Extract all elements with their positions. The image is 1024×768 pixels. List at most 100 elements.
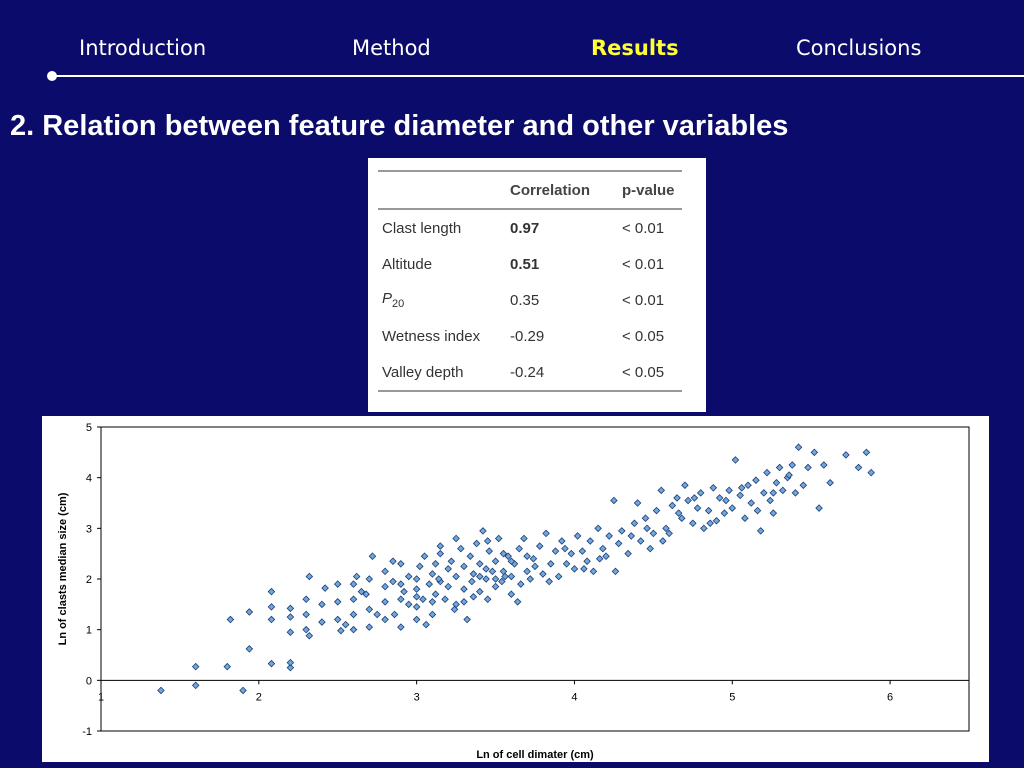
- scatter-point: [674, 509, 683, 517]
- scatter-point: [517, 580, 525, 588]
- scatter-point: [226, 615, 235, 624]
- variable-subscript: 20: [392, 298, 405, 310]
- scatter-point: [491, 575, 500, 583]
- scatter-point: [463, 615, 471, 624]
- scatter-point: [794, 443, 803, 452]
- scatter-point: [810, 448, 819, 457]
- scatter-point: [321, 584, 329, 592]
- scatter-point: [681, 481, 689, 490]
- scatter-point: [434, 575, 443, 583]
- scatter-point: [578, 547, 587, 555]
- scatter-point: [504, 552, 512, 560]
- scatter-point: [731, 456, 740, 464]
- scatter-point: [422, 620, 430, 629]
- scatter-point: [494, 534, 503, 543]
- scatter-point: [547, 560, 555, 568]
- scatter-point: [302, 595, 310, 604]
- scatter-point: [737, 484, 746, 492]
- scatter-point: [709, 484, 718, 492]
- scatter-point: [239, 686, 247, 695]
- scatter-point: [630, 519, 639, 528]
- scatter-point: [475, 572, 484, 581]
- scatter-point: [842, 451, 850, 459]
- scatter-point: [766, 496, 774, 505]
- scatter-point: [349, 580, 358, 588]
- scatter-point: [867, 468, 875, 477]
- scatter-point: [741, 514, 749, 522]
- pvalue-cell: < 0.01: [622, 255, 665, 273]
- scatter-point: [775, 463, 784, 472]
- variable-cell: Valley depth: [382, 363, 464, 381]
- scatter-point: [460, 562, 468, 571]
- scatter-point: [753, 506, 762, 515]
- scatter-point: [404, 600, 413, 609]
- y-tick-label: 1: [86, 625, 92, 637]
- scatter-point: [501, 572, 509, 581]
- scatter-point: [472, 539, 481, 548]
- scatter-point: [381, 598, 389, 606]
- nav-item-introduction[interactable]: Introduction: [79, 36, 207, 60]
- scatter-point: [589, 567, 598, 576]
- scatter-point: [479, 527, 487, 535]
- scatter-point: [475, 587, 484, 596]
- scatter-point: [482, 565, 490, 573]
- scatter-point: [646, 544, 654, 553]
- nav-item-method[interactable]: Method: [352, 36, 431, 60]
- scatter-point: [444, 582, 452, 591]
- x-tick-label: 2: [256, 691, 262, 703]
- scatter-point: [712, 516, 721, 525]
- scatter-point: [365, 575, 374, 583]
- scatter-point: [381, 582, 389, 591]
- scatter-point: [523, 567, 531, 576]
- scatter-point: [499, 549, 508, 558]
- scatter-point: [594, 524, 602, 533]
- scatter-point: [690, 494, 699, 502]
- scatter-point: [611, 567, 620, 576]
- scatter-point: [286, 628, 295, 636]
- y-tick-label: 4: [86, 473, 92, 485]
- scatter-point: [769, 489, 778, 497]
- scatter-point: [412, 585, 421, 593]
- header-pvalue: p-value: [622, 181, 675, 199]
- scatter-point: [412, 592, 421, 601]
- scatter-point: [862, 448, 871, 457]
- scatter-point: [586, 537, 595, 545]
- table-row: Clast length 0.97 < 0.01: [378, 209, 682, 246]
- scatter-point: [769, 509, 778, 517]
- scatter-point: [444, 565, 452, 573]
- scatter-chart-panel: -1 0 1 2 3 4 5 1 2 3 4 5 6 Ln of cell dimater (cm) Ln …: [42, 416, 989, 762]
- scatter-point: [573, 532, 582, 540]
- y-tick-label: -1: [82, 726, 92, 738]
- scatter-point: [561, 544, 569, 553]
- nav-item-conclusions[interactable]: Conclusions: [796, 36, 922, 60]
- scatter-point: [362, 590, 370, 598]
- scatter-point: [657, 486, 666, 495]
- x-axis-title: Ln of cell dimater (cm): [476, 749, 594, 761]
- nav-item-results[interactable]: Results: [591, 36, 679, 60]
- scatter-point: [416, 562, 424, 571]
- scatter-point: [636, 537, 645, 545]
- scatter-point: [580, 565, 588, 573]
- scatter-point: [191, 662, 200, 671]
- scatter-point: [267, 603, 276, 611]
- scatter-point: [520, 534, 528, 543]
- scatter-point: [305, 572, 314, 581]
- scatter-point: [428, 610, 437, 619]
- table-row: Altitude 0.51 < 0.01: [378, 246, 682, 282]
- scatter-point: [791, 489, 800, 497]
- scatter-point: [602, 552, 610, 560]
- scatter-point: [747, 499, 755, 507]
- correlation-cell: 0.51: [510, 255, 540, 273]
- scatter-point: [558, 537, 566, 545]
- scatter-point: [736, 491, 744, 500]
- scatter-point: [286, 658, 295, 667]
- scatter-point: [431, 560, 440, 568]
- scatter-point: [535, 542, 544, 550]
- x-tick-label: 5: [729, 691, 735, 703]
- scatter-point: [450, 605, 459, 614]
- header-correlation: Correlation: [510, 181, 591, 199]
- scatter-point: [286, 663, 295, 672]
- scatter-point: [772, 478, 781, 487]
- scatter-point: [223, 662, 232, 671]
